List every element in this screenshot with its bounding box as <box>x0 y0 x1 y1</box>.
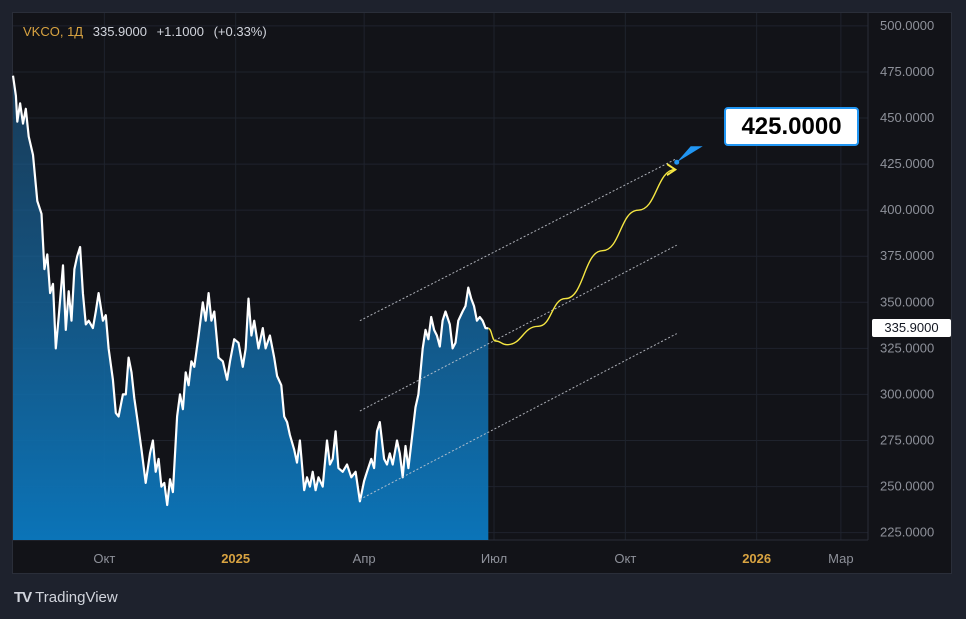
x-tick-label: Окт <box>93 551 115 566</box>
channel-line-1 <box>359 158 677 322</box>
y-tick-label: 275.0000 <box>880 432 934 447</box>
y-tick-label: 500.0000 <box>880 18 934 33</box>
channel-line-3 <box>359 333 677 500</box>
y-axis: 500.0000 475.0000 450.0000 425.0000 400.0000… <box>880 18 934 540</box>
y-tick-label: 225.0000 <box>880 525 934 540</box>
y-tick-label: 400.0000 <box>880 202 934 217</box>
symbol-label[interactable]: VKCO, 1Д <box>23 24 84 39</box>
x-tick-label: Мар <box>828 551 853 566</box>
x-tick-label: Апр <box>353 551 376 566</box>
x-tick-label: 2025 <box>221 551 250 566</box>
y-tick-label: 300.0000 <box>880 386 934 401</box>
current-price-tag: 335.9000 <box>872 319 951 337</box>
y-tick-label: 475.0000 <box>880 64 934 79</box>
price-change: +1.1000 <box>156 24 204 39</box>
price-area <box>11 75 489 540</box>
projection-curve <box>488 146 703 346</box>
price-line <box>11 75 489 507</box>
y-tick-label: 250.0000 <box>880 479 934 494</box>
y-tick-label: 450.0000 <box>880 110 934 125</box>
channel-lines <box>359 158 677 500</box>
y-tick-label: 350.0000 <box>880 294 934 309</box>
target-callout-pointer <box>676 146 703 163</box>
chart-header: VKCO, 1Д 335.9000 +1.1000 (+0.33%) <box>23 24 273 39</box>
x-axis: Окт 2025 Апр Июл Окт 2026 Мар <box>93 551 853 566</box>
channel-line-2 <box>359 244 677 412</box>
brand-name: TradingView <box>35 589 118 606</box>
x-tick-label: Окт <box>614 551 636 566</box>
x-tick-label: Июл <box>481 551 507 566</box>
price-change-pct: (+0.33%) <box>213 24 267 39</box>
y-tick-label: 325.0000 <box>880 340 934 355</box>
x-tick-label: 2026 <box>742 551 771 566</box>
projection-arrow <box>488 170 675 346</box>
last-price: 335.9000 <box>92 24 147 39</box>
price-area-fill <box>13 75 489 540</box>
target-price-label[interactable]: 425.0000 <box>724 107 859 146</box>
tradingview-logo-icon: TV <box>14 589 32 606</box>
tradingview-brand[interactable]: TV TradingView <box>14 589 118 606</box>
y-tick-label: 425.0000 <box>880 156 934 171</box>
y-tick-label: 375.0000 <box>880 248 934 263</box>
